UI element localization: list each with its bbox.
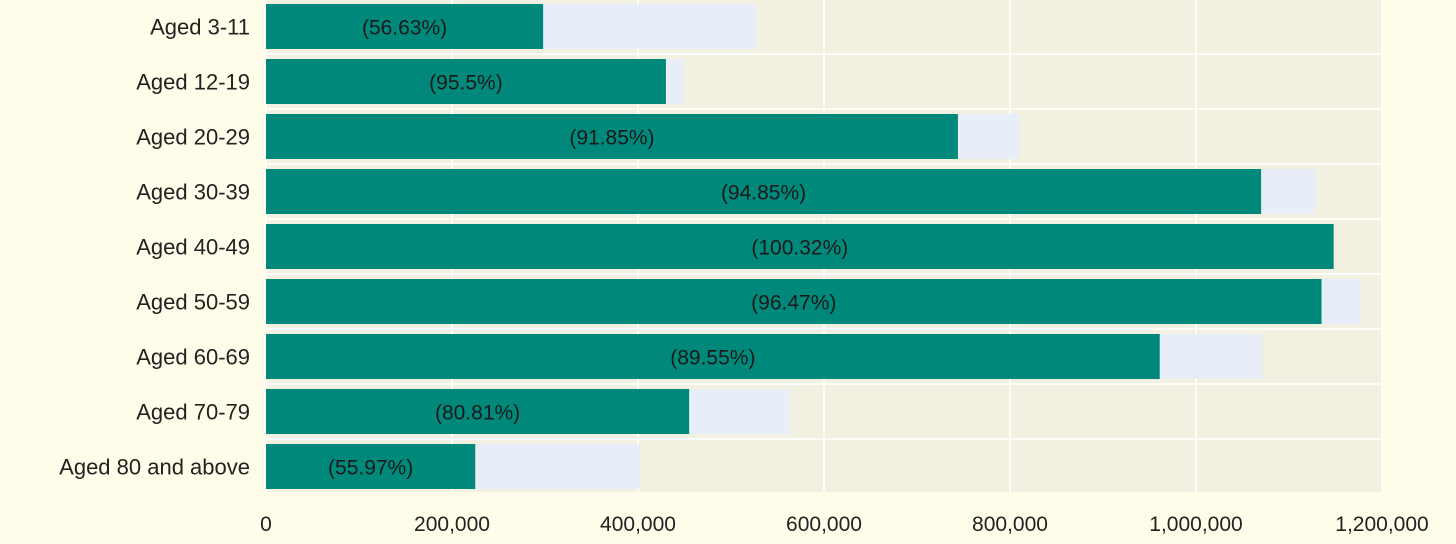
percentage-label: (55.97%) (328, 457, 413, 480)
vaccinated-bar (266, 114, 958, 159)
category-label: Aged 40-49 (136, 235, 250, 260)
category-label: Aged 30-39 (136, 180, 250, 205)
percentage-label: (100.32%) (751, 237, 848, 260)
x-tick-label: 600,000 (786, 513, 862, 536)
percentage-label: (89.55%) (670, 347, 755, 370)
vaccinated-bar (266, 224, 1334, 269)
x-tick-label: 200,000 (414, 513, 490, 536)
percentage-label: (96.47%) (751, 292, 836, 315)
x-tick-label: 0 (260, 513, 272, 536)
category-label: Aged 60-69 (136, 345, 250, 370)
percentage-label: (56.63%) (362, 17, 447, 40)
percentage-label: (91.85%) (569, 127, 654, 150)
percentage-label: (94.85%) (721, 182, 806, 205)
x-tick-label: 1,000,000 (1149, 513, 1242, 536)
category-label: Aged 3-11 (150, 15, 250, 40)
vaccinated-bar (266, 334, 1160, 379)
vaccinated-bar (266, 279, 1322, 324)
x-tick-label: 1,200,000 (1335, 513, 1428, 536)
x-tick-label: 400,000 (600, 513, 676, 536)
vaccinated-bar (266, 4, 544, 49)
vaccinated-bar (266, 444, 476, 489)
percentage-label: (80.81%) (435, 402, 520, 425)
vaccinated-bars (266, 4, 1334, 489)
vaccinated-bar (266, 169, 1262, 214)
x-tick-label: 800,000 (972, 513, 1048, 536)
percentage-labels: (56.63%) (95.5%) (91.85%) (94.85%) (100.32%)… (328, 17, 848, 480)
vaccinated-bar (266, 59, 666, 104)
x-axis-tick-labels: 0 200,000 400,000 600,000 800,000 1,000,000 1,… (260, 513, 1429, 536)
percentage-label: (95.5%) (429, 72, 503, 95)
category-label: Aged 20-29 (136, 125, 250, 150)
vaccinated-bar (266, 389, 690, 434)
category-label: Aged 80 and above (59, 455, 250, 480)
category-label: Aged 70-79 (136, 400, 250, 425)
category-label: Aged 50-59 (136, 290, 250, 315)
category-labels: Aged 3-11 Aged 12-19 Aged 20-29 Aged 30-39 A… (59, 15, 250, 480)
category-label: Aged 12-19 (136, 70, 250, 95)
